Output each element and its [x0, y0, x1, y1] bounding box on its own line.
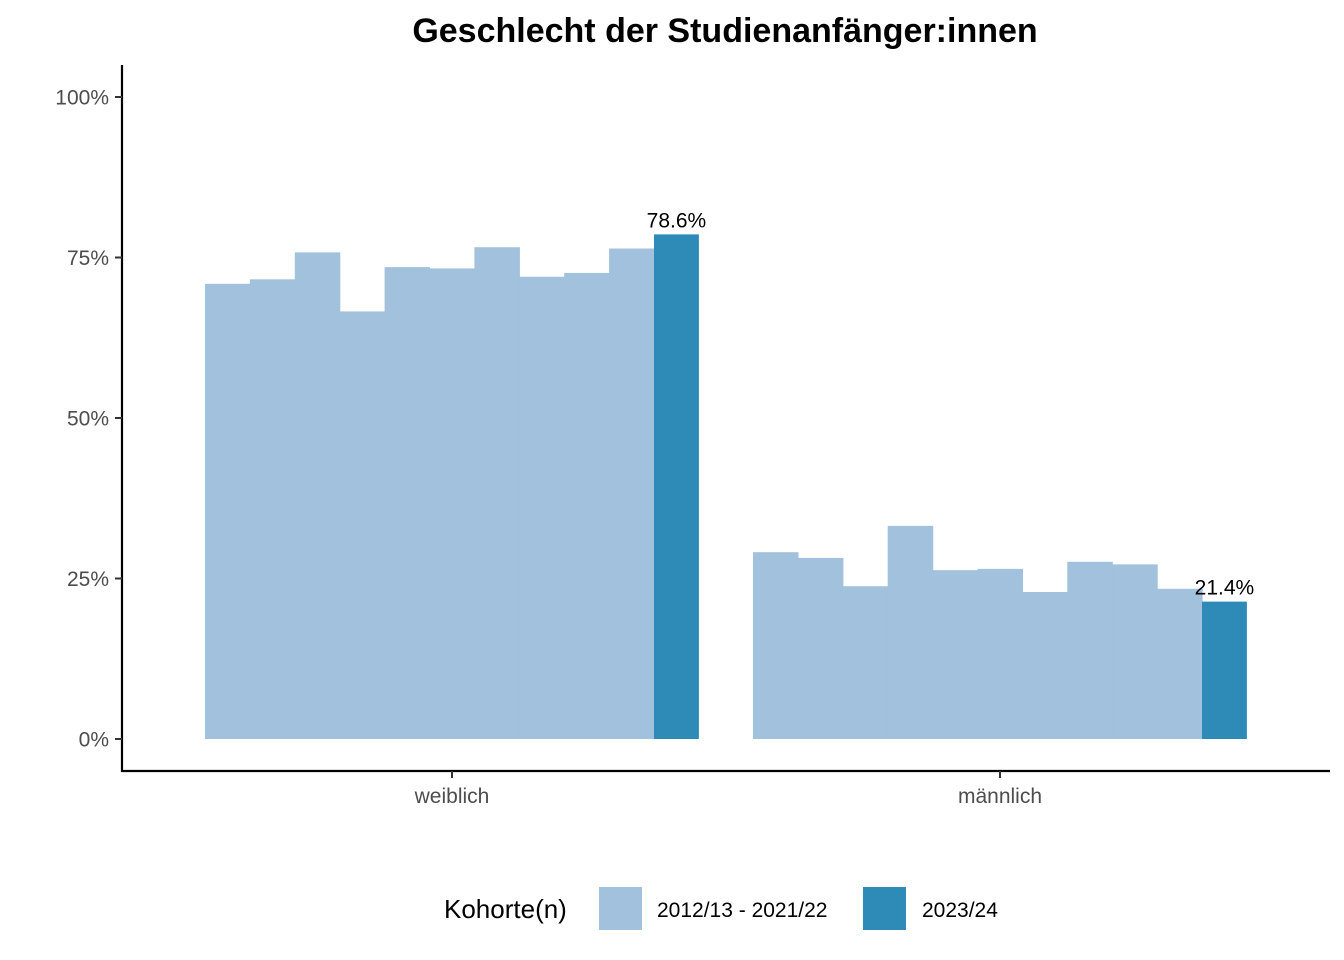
- legend-label-0: 2012/13 - 2021/22: [657, 899, 827, 922]
- bar-1-past-8: [1112, 564, 1158, 739]
- x-tick-label-1: männlich: [958, 785, 1042, 808]
- chart-title: Geschlecht der Studienanfänger:innen: [412, 12, 1037, 50]
- bar-0-past-0: [205, 283, 251, 739]
- bars-layer: 78.6% 21.4%: [205, 209, 1254, 739]
- bar-0-past-3: [339, 311, 386, 739]
- x-tick-label-0: weiblich: [414, 785, 490, 808]
- bar-1-past-0: [753, 552, 799, 739]
- legend: Kohorte(n) 2012/13 - 2021/22 2023/24: [444, 887, 998, 930]
- y-tick-label-4: 100%: [55, 87, 109, 110]
- bar-1-current: [1202, 601, 1247, 739]
- legend-title: Kohorte(n): [444, 894, 567, 924]
- y-tick-label-2: 50%: [67, 408, 109, 431]
- bar-0-past-8: [564, 272, 610, 739]
- y-tick-label-0: 0%: [79, 729, 109, 752]
- y-tick-label-3: 75%: [67, 247, 109, 270]
- bar-1-past-3: [887, 525, 934, 739]
- bar-1-past-1: [797, 557, 844, 739]
- bar-1-past-7: [1067, 561, 1113, 739]
- bar-1-past-4: [932, 570, 979, 739]
- legend-key-1: [863, 887, 906, 930]
- bar-1-past-2: [842, 586, 889, 739]
- data-label-0: 78.6%: [647, 209, 707, 232]
- bar-0-past-9: [609, 248, 655, 739]
- legend-key-0: [599, 887, 642, 930]
- bar-1-past-5: [977, 568, 1023, 739]
- bar-0-past-2: [294, 252, 341, 739]
- bar-1-past-9: [1157, 588, 1203, 739]
- bar-0-past-7: [519, 276, 565, 739]
- bar-0-past-1: [249, 279, 296, 739]
- axes-layer: 0% 25% 50% 75% 100% weiblich männlich: [55, 65, 1330, 808]
- y-tick-label-1: 25%: [67, 568, 109, 591]
- bar-0-past-5: [429, 268, 475, 739]
- legend-label-1: 2023/24: [922, 899, 998, 922]
- data-label-1: 21.4%: [1195, 577, 1255, 600]
- bar-0-past-6: [474, 247, 520, 739]
- bar-0-past-4: [384, 267, 431, 739]
- bar-1-past-6: [1022, 591, 1068, 739]
- bar-0-current: [654, 234, 699, 739]
